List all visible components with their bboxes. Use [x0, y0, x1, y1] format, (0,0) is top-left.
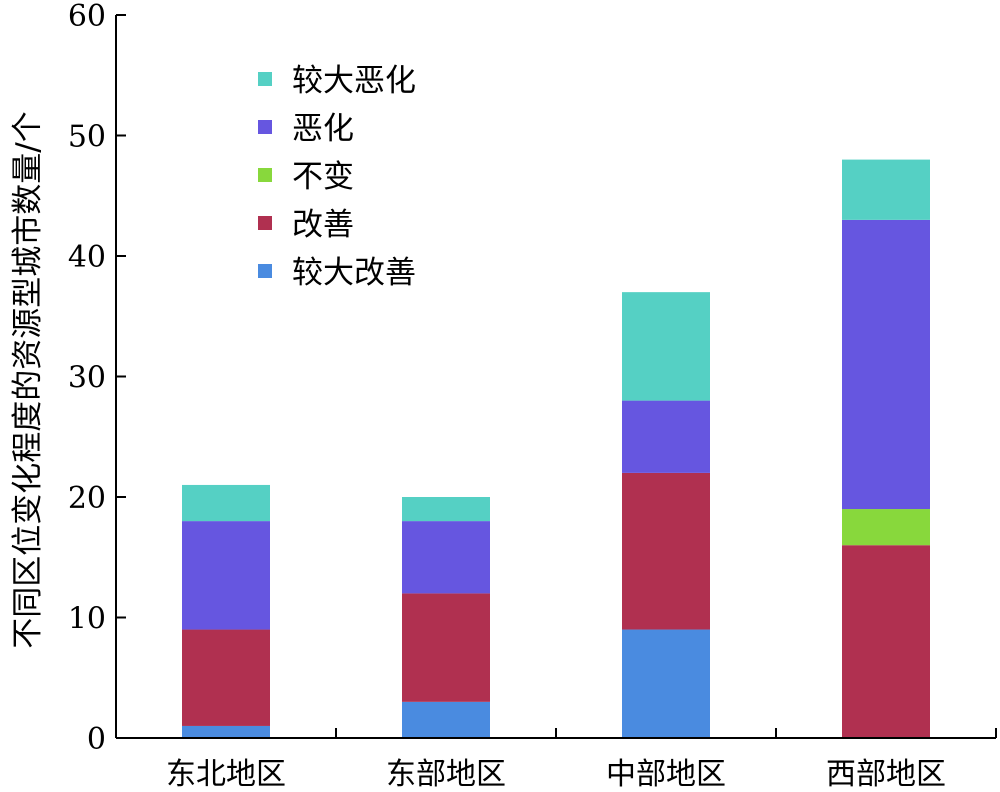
legend-label: 改善 — [292, 207, 354, 243]
legend-label: 恶化 — [292, 111, 354, 147]
legend-label: 不变 — [292, 159, 354, 195]
bar-segment — [842, 509, 930, 546]
bar-segment — [182, 725, 270, 738]
y-tick-label: 50 — [68, 120, 106, 155]
legend-swatch — [258, 168, 272, 182]
bar-segment — [402, 701, 490, 738]
bar-segment — [842, 219, 930, 510]
legend-swatch — [258, 120, 272, 134]
bar-segment — [182, 629, 270, 726]
y-tick-label: 10 — [68, 602, 106, 637]
bar-segment — [842, 159, 930, 220]
axes-group: 东北地区 东部地区 中部地区 西部地区 0 10 20 30 40 50 60 — [68, 0, 997, 792]
legend-swatch — [258, 216, 272, 230]
bar-segment — [842, 545, 930, 738]
y-tick-label: 40 — [68, 240, 106, 275]
legend-label: 较大恶化 — [292, 63, 416, 99]
legend-swatch — [258, 264, 272, 278]
legend-label: 较大改善 — [292, 255, 416, 291]
y-tick-label: 30 — [68, 361, 106, 396]
x-tick-label: 东部地区 — [386, 757, 506, 792]
y-axis-title: 不同区位变化程度的资源型城市数量/个 — [10, 111, 46, 648]
bar-segment — [622, 400, 710, 473]
x-tick-label: 东北地区 — [166, 757, 286, 792]
bar-segment — [622, 292, 710, 401]
bar-segment — [622, 472, 710, 630]
bar-segment — [402, 593, 490, 702]
bar-segment — [622, 629, 710, 738]
bar-segment — [182, 484, 270, 522]
bar-segment — [182, 521, 270, 630]
bar-segment — [402, 521, 490, 594]
x-tick-label: 中部地区 — [606, 757, 726, 792]
legend-swatch — [258, 72, 272, 86]
y-tick-label: 60 — [68, 0, 106, 34]
bars-group — [182, 159, 930, 738]
y-tick-label: 0 — [87, 722, 106, 757]
x-tick-label: 西部地区 — [826, 757, 946, 792]
y-tick-label: 20 — [68, 481, 106, 516]
bar-segment — [402, 497, 490, 522]
